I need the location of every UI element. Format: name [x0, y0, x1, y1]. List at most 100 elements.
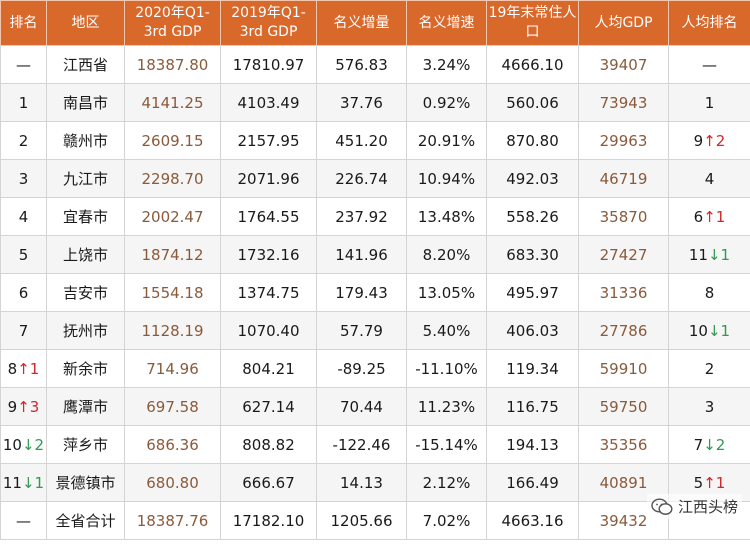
cell-increment-value: 141.96: [335, 245, 388, 264]
cell-rank: 4: [0, 197, 47, 236]
cell-per-capita-rank: 10↓1: [668, 311, 750, 350]
cell-gdp-2020-value: 18387.76: [136, 511, 209, 530]
rank-change-indicator: ↓2: [21, 435, 45, 454]
cell-population: 560.06: [486, 83, 579, 122]
cell-rank-value: 9: [7, 397, 18, 416]
cell-gdp-2019-value: 1732.16: [237, 245, 300, 264]
cell-gdp-2020-value: 1128.19: [141, 321, 204, 340]
cell-gdp-2019: 1764.55: [220, 197, 317, 236]
cell-population: 166.49: [486, 463, 579, 502]
cell-population-value: 558.26: [506, 207, 559, 226]
cell-region-value: 抚州市: [62, 322, 108, 340]
cell-increment: 576.83: [316, 45, 407, 84]
cell-per-capita-rank-value: 4: [704, 169, 715, 188]
cell-population-value: 870.80: [506, 131, 559, 150]
cell-increment: 179.43: [316, 273, 407, 312]
cell-region: 九江市: [46, 159, 125, 198]
cell-rank: —: [0, 501, 47, 540]
cell-gdp-2020-value: 714.96: [146, 359, 199, 378]
cell-gdp-2020-value: 18387.80: [136, 55, 209, 74]
cell-increment-value: 237.92: [335, 207, 388, 226]
cell-population: 4666.10: [486, 45, 579, 84]
cell-region-value: 南昌市: [62, 94, 108, 112]
cell-population: 870.80: [486, 121, 579, 160]
header-region: 地区: [46, 0, 125, 46]
cell-gdp-2020-value: 2002.47: [141, 207, 204, 226]
cell-increment-value: 179.43: [335, 283, 388, 302]
cell-growth-value: 13.05%: [417, 283, 476, 302]
cell-growth: 3.24%: [406, 45, 487, 84]
cell-growth: 8.20%: [406, 235, 487, 274]
cell-region: 鹰潭市: [46, 387, 125, 426]
cell-gdp-2019: 808.82: [220, 425, 317, 464]
cell-increment-value: 57.79: [340, 321, 383, 340]
cell-growth: 5.40%: [406, 311, 487, 350]
cell-per-capita: 59750: [578, 387, 669, 426]
cell-per-capita-rank-value: 2: [704, 359, 715, 378]
cell-increment-value: 226.74: [335, 169, 388, 188]
header-growth: 名义增速: [406, 0, 487, 46]
cell-increment: 237.92: [316, 197, 407, 236]
cell-increment-value: 37.76: [340, 93, 383, 112]
cell-per-capita-rank-value: —: [702, 55, 717, 74]
cell-growth-value: 13.48%: [417, 207, 476, 226]
cell-population-value: 560.06: [506, 93, 559, 112]
header-rank: 排名: [0, 0, 47, 46]
cell-per-capita-rank-value: 7: [693, 435, 704, 454]
cell-rank-value: 11: [2, 473, 22, 492]
cell-gdp-2020: 2298.70: [124, 159, 221, 198]
cell-per-capita-rank-value: 10: [688, 321, 708, 340]
cell-per-capita-rank-value: 5: [693, 473, 704, 492]
table-row: 6 吉安市 1554.18 1374.75 179.43 13.05% 495.97 3133…: [0, 273, 750, 312]
cell-region-value: 全省合计: [55, 512, 116, 530]
cell-growth: -11.10%: [406, 349, 487, 388]
table-row: 10↓2 萍乡市 686.36 808.82 -122.46 -15.14% 194.13 3…: [0, 425, 750, 464]
rank-change-indicator: ↓1: [707, 245, 731, 264]
cell-population-value: 492.03: [506, 169, 559, 188]
cell-per-capita: 35356: [578, 425, 669, 464]
cell-per-capita-rank-value: 9: [693, 131, 704, 150]
cell-per-capita-rank-value: 8: [704, 283, 715, 302]
cell-rank: 2: [0, 121, 47, 160]
cell-gdp-2019: 1070.40: [220, 311, 317, 350]
cell-region: 抚州市: [46, 311, 125, 350]
cell-growth-value: 20.91%: [417, 131, 476, 150]
cell-population: 492.03: [486, 159, 579, 198]
watermark: 江西头榜: [646, 494, 742, 519]
cell-region-value: 吉安市: [62, 284, 108, 302]
cell-population: 194.13: [486, 425, 579, 464]
cell-growth-value: 7.02%: [422, 511, 471, 530]
cell-growth: 13.05%: [406, 273, 487, 312]
cell-rank: 6: [0, 273, 47, 312]
cell-per-capita-rank: 7↓2: [668, 425, 750, 464]
cell-growth-value: 2.12%: [422, 473, 471, 492]
cell-rank-value: 1: [18, 93, 29, 112]
cell-gdp-2020-value: 4141.25: [141, 93, 204, 112]
cell-gdp-2020: 1874.12: [124, 235, 221, 274]
cell-population: 683.30: [486, 235, 579, 274]
cell-growth: 10.94%: [406, 159, 487, 198]
cell-gdp-2020-value: 686.36: [146, 435, 199, 454]
header-increment: 名义增量: [316, 0, 407, 46]
cell-region: 萍乡市: [46, 425, 125, 464]
table-row: 4 宜春市 2002.47 1764.55 237.92 13.48% 558.26 3587…: [0, 197, 750, 236]
cell-increment-value: 70.44: [340, 397, 383, 416]
cell-growth-value: 10.94%: [417, 169, 476, 188]
cell-increment: 1205.66: [316, 501, 407, 540]
cell-per-capita-value: 35356: [599, 435, 648, 454]
cell-increment: 451.20: [316, 121, 407, 160]
cell-rank-value: 3: [18, 169, 29, 188]
cell-growth-value: 11.23%: [417, 397, 476, 416]
watermark-text: 江西头榜: [677, 498, 738, 516]
cell-gdp-2020-value: 2609.15: [141, 131, 204, 150]
cell-population-value: 495.97: [506, 283, 559, 302]
rank-change-indicator: ↓1: [21, 473, 45, 492]
cell-increment: 226.74: [316, 159, 407, 198]
cell-per-capita-value: 73943: [599, 93, 648, 112]
cell-per-capita-rank: —: [668, 45, 750, 84]
table-row: 11↓1 景德镇市 680.80 666.67 14.13 2.12% 166.49 4089…: [0, 463, 750, 502]
cell-per-capita-value: 39432: [599, 511, 648, 530]
cell-population-value: 116.75: [506, 397, 559, 416]
cell-region-value: 景德镇市: [55, 474, 116, 492]
